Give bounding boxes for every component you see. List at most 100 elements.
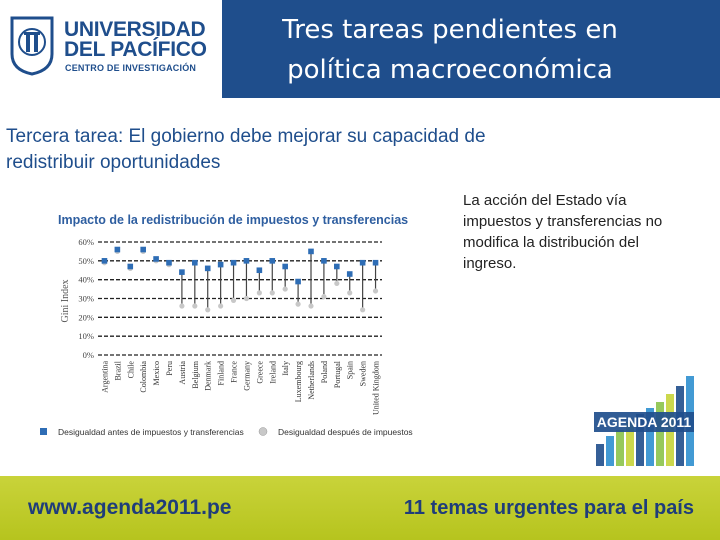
agenda-logo-text: AGENDA 2011 bbox=[597, 414, 692, 430]
y-tick-label: 60% bbox=[78, 237, 94, 247]
footer-bar: www.agenda2011.pe 11 temas urgentes para… bbox=[0, 476, 720, 540]
point-after bbox=[282, 286, 288, 292]
point-before bbox=[114, 246, 121, 253]
x-tick-label: Chile bbox=[126, 361, 135, 379]
x-tick-label: Ireland bbox=[268, 361, 277, 384]
point-after bbox=[321, 294, 327, 300]
slide-subtitle-line1: Tercera tarea: El gobierno debe mejorar … bbox=[6, 126, 486, 147]
point-before bbox=[269, 258, 276, 264]
point-before bbox=[192, 259, 198, 266]
university-name-line1: UNIVERSIDAD bbox=[64, 18, 206, 41]
point-after bbox=[334, 280, 340, 287]
university-seal-icon bbox=[10, 16, 54, 76]
university-subtitle: CENTRO DE INVESTIGACIÓN bbox=[65, 63, 197, 73]
legend-label-before: Desigualdad antes de impuestos y transfe… bbox=[58, 427, 244, 437]
point-after bbox=[230, 297, 237, 303]
x-tick-label: Mexico bbox=[152, 361, 161, 385]
agenda-logo-bar bbox=[596, 444, 604, 466]
y-tick-label: 40% bbox=[78, 275, 94, 285]
university-name-line2: DEL PACÍFICO bbox=[64, 38, 207, 61]
footer-tagline: 11 temas urgentes para el país bbox=[403, 497, 694, 519]
chart-legend: Desigualdad antes de impuestos y transfe… bbox=[40, 427, 413, 437]
point-after bbox=[360, 307, 366, 313]
x-tick-label: Colombia bbox=[139, 361, 148, 393]
note-text: La acción del Estado vía impuestos y tra… bbox=[463, 192, 663, 272]
x-tick-label: United Kingdom bbox=[372, 360, 381, 415]
x-tick-label: Poland bbox=[320, 361, 329, 383]
point-before bbox=[308, 248, 314, 255]
x-tick-label: Italy bbox=[281, 361, 290, 376]
y-tick-label: 20% bbox=[78, 312, 94, 322]
point-before bbox=[153, 256, 159, 262]
x-tick-label: Luxembourg bbox=[294, 361, 303, 402]
point-after bbox=[295, 301, 301, 307]
slide-title-line1: Tres tareas pendientes en bbox=[282, 15, 618, 45]
point-before bbox=[127, 263, 134, 270]
chart-grid bbox=[98, 241, 382, 356]
x-tick-label: Portugal bbox=[333, 360, 342, 388]
point-after bbox=[205, 307, 211, 313]
legend-swatch-before bbox=[40, 428, 47, 435]
chart-marks bbox=[101, 246, 379, 313]
legend-label-after: Desigualdad después de impuestos bbox=[278, 427, 413, 437]
point-before bbox=[346, 271, 353, 277]
point-after bbox=[192, 303, 198, 309]
x-tick-label: Peru bbox=[165, 361, 174, 376]
y-tick-label: 30% bbox=[78, 294, 94, 304]
point-after bbox=[243, 295, 250, 302]
x-tick-label: Finland bbox=[217, 361, 226, 385]
y-tick-label: 10% bbox=[78, 331, 94, 341]
point-before bbox=[321, 258, 327, 264]
agenda-2011-logo: AGENDA 2011 bbox=[594, 376, 694, 466]
x-tick-label: Brazil bbox=[113, 360, 122, 380]
chart-title: Impacto de la redistribución de impuesto… bbox=[58, 213, 408, 227]
x-tick-label: Greece bbox=[255, 361, 264, 384]
agenda-logo-bar bbox=[636, 414, 644, 466]
chart-y-ticks: 0% 10% 20% 30% 40% 50% 60% bbox=[78, 237, 94, 360]
chart-y-axis-label: Gini Index bbox=[60, 279, 71, 322]
gini-chart: Impacto de la redistribución de impuesto… bbox=[40, 213, 413, 437]
x-tick-label: Spain bbox=[346, 361, 355, 379]
x-tick-label: Argentina bbox=[100, 361, 109, 393]
point-before bbox=[243, 258, 250, 264]
x-tick-label: Belgium bbox=[191, 360, 200, 388]
point-after bbox=[269, 290, 275, 296]
y-tick-label: 50% bbox=[78, 256, 94, 266]
agenda-logo-bar bbox=[656, 402, 664, 466]
slide-subtitle-line2: redistribuir oportunidades bbox=[6, 152, 221, 173]
university-name: UNIVERSIDAD DEL PACÍFICO bbox=[64, 18, 207, 61]
point-before bbox=[282, 263, 288, 270]
slide-subtitle: Tercera tarea: El gobierno debe mejorar … bbox=[6, 124, 616, 176]
x-tick-label: Netherlands bbox=[307, 361, 316, 400]
point-after bbox=[347, 290, 353, 296]
point-before bbox=[140, 246, 146, 253]
point-after bbox=[218, 303, 224, 309]
university-logo: UNIVERSIDAD DEL PACÍFICO CENTRO DE INVES… bbox=[0, 0, 222, 98]
point-before bbox=[204, 265, 211, 272]
agenda-logo-bar bbox=[626, 422, 634, 466]
x-tick-label: Germany bbox=[242, 361, 251, 391]
point-after bbox=[256, 290, 262, 296]
point-before bbox=[179, 269, 185, 275]
agenda-logo-bar bbox=[606, 436, 614, 466]
point-before bbox=[372, 259, 379, 266]
agenda-logo-bar bbox=[646, 408, 654, 466]
point-before bbox=[256, 267, 263, 274]
point-before bbox=[334, 263, 340, 270]
footer-website-link[interactable]: www.agenda2011.pe bbox=[28, 496, 232, 519]
point-before bbox=[166, 259, 172, 266]
slide-title-line2: política macroeconómica bbox=[287, 55, 613, 85]
point-after bbox=[308, 303, 314, 309]
chart-x-ticks: Argentina Brazil Chile Colombia Mexico Peru Au… bbox=[100, 360, 380, 415]
point-before bbox=[217, 261, 224, 268]
point-before bbox=[230, 259, 237, 266]
x-tick-label: Denmark bbox=[204, 361, 213, 391]
x-tick-label: France bbox=[230, 361, 239, 383]
legend-swatch-after bbox=[258, 427, 268, 436]
y-tick-label: 0% bbox=[83, 350, 94, 360]
point-after bbox=[179, 303, 185, 309]
x-tick-label: Austria bbox=[178, 361, 187, 385]
point-before bbox=[295, 278, 301, 285]
agenda-logo-bar bbox=[616, 430, 624, 466]
header-bar: UNIVERSIDAD DEL PACÍFICO CENTRO DE INVES… bbox=[0, 0, 720, 98]
